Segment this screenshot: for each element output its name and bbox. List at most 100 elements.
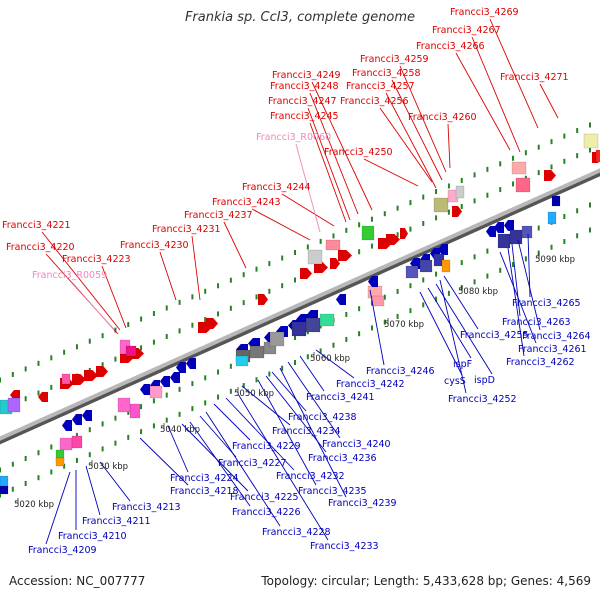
leader-line xyxy=(271,371,307,412)
guide-dot xyxy=(486,192,489,198)
leader-line xyxy=(99,461,131,502)
guide-dot xyxy=(345,227,348,233)
leader-line xyxy=(399,65,447,173)
gene-block-green xyxy=(361,225,375,241)
guide-dot xyxy=(499,187,502,193)
guide-dot xyxy=(563,158,566,164)
leader-line xyxy=(251,208,311,241)
gene-label-bottom: Francci3_4225 xyxy=(230,492,299,503)
tick-label: 5050 kbp xyxy=(234,389,274,399)
gene-arrow-minus xyxy=(10,390,20,400)
gene-arrow-plus xyxy=(96,366,108,377)
guide-dot xyxy=(358,306,361,312)
guide-dot xyxy=(435,296,438,302)
guide-dot xyxy=(152,423,155,429)
guide-dot xyxy=(88,452,91,458)
guide-dot xyxy=(242,272,245,278)
guide-dot xyxy=(435,215,438,221)
gene-arrow-minus xyxy=(170,372,180,383)
gene-label-top: Francci3_4259 xyxy=(360,54,429,65)
leader-line xyxy=(517,239,541,331)
guide-dot xyxy=(191,322,194,328)
page-title: Frankia sp. CcI3, complete genome xyxy=(184,10,416,25)
gene-block xyxy=(149,385,163,399)
guide-dot xyxy=(281,283,284,289)
tick-label: 5090 kbp xyxy=(535,255,575,265)
gene-block xyxy=(235,355,249,367)
gene-label-bottom: Francci3_4229 xyxy=(232,441,301,452)
guide-dot xyxy=(576,153,579,159)
leader-line xyxy=(199,415,237,458)
gene-label-bottom: Francci3_4235 xyxy=(298,486,367,497)
leader-line xyxy=(489,18,539,129)
gene-arrow-plus xyxy=(400,228,408,239)
gene-label-top: Francci3_4220 xyxy=(6,242,75,253)
gene-arrow-minus xyxy=(62,420,72,431)
guide-dot xyxy=(358,331,361,337)
leader-line xyxy=(287,361,341,439)
tick-label: 5080 kbp xyxy=(458,287,498,297)
guide-dot xyxy=(537,225,540,231)
guide-dot xyxy=(396,205,399,211)
guide-dot xyxy=(268,261,271,267)
gene-arrow-plus xyxy=(338,250,352,261)
leader-line xyxy=(363,158,419,187)
guide-dot xyxy=(63,349,66,355)
scale-ticks: 5020 kbp 5030 kbp 5040 kbp 5050 kbp 5060 kbp… xyxy=(14,253,575,510)
guide-dot xyxy=(37,450,40,456)
guide-dot xyxy=(370,243,373,249)
gene-label-bottom: Francci3_4227 xyxy=(218,458,287,469)
guide-dot xyxy=(204,400,207,406)
gene-label-top: Francci3_4221 xyxy=(2,220,71,231)
guide-dot xyxy=(178,299,181,305)
leader-line xyxy=(281,193,335,227)
guide-dot xyxy=(563,214,566,220)
gene-label-bottom: Francci3_4263 xyxy=(502,317,571,328)
gene-label-top: Francci3_4231 xyxy=(152,224,221,235)
gene-label-bottom: Francci3_4211 xyxy=(82,516,151,527)
gene-arrow-plus xyxy=(300,268,312,279)
guide-dot xyxy=(191,406,194,412)
guide-dot xyxy=(152,398,155,404)
guide-dot xyxy=(50,469,53,475)
guide-dot xyxy=(550,244,553,250)
leader-line xyxy=(307,107,351,221)
tick-label: 5070 kbp xyxy=(384,320,424,330)
guide-dot xyxy=(11,486,14,492)
guide-dot xyxy=(114,415,117,421)
guide-dot xyxy=(306,354,309,360)
gene-arrow-minus xyxy=(38,392,48,402)
gene-block xyxy=(129,403,141,419)
gene-block xyxy=(497,233,511,249)
leader-line xyxy=(295,143,321,233)
guide-dot xyxy=(140,429,143,435)
gene-label-top: Francci3_4267 xyxy=(432,25,501,36)
guide-dot xyxy=(268,288,271,294)
leader-line xyxy=(45,471,71,545)
gene-label-bottom: Francci3_4213 xyxy=(112,502,181,513)
gene-label-bottom: Francci3_4264 xyxy=(522,331,591,342)
leader-line xyxy=(101,265,127,329)
guide-dot xyxy=(409,283,412,289)
gene-arrow-minus xyxy=(160,376,170,387)
accession-label: Accession: NC_007777 xyxy=(9,574,146,588)
guide-dot xyxy=(24,396,27,402)
guide-dot xyxy=(242,300,245,306)
gene-block xyxy=(291,321,307,337)
guide-dot xyxy=(294,360,296,365)
guide-dot xyxy=(37,390,40,396)
gene-label-top: Francci3_4271 xyxy=(500,72,569,83)
leader-line xyxy=(539,83,559,119)
guide-dot xyxy=(499,267,502,273)
gene-label-bottom: Francci3_4233 xyxy=(310,541,379,552)
gene-arrow-plus xyxy=(258,294,268,305)
gene-block xyxy=(441,259,451,273)
gene-arrow-plus xyxy=(386,234,400,245)
gene-arrow-plus xyxy=(84,370,98,381)
guide-dot xyxy=(255,377,258,383)
gene-block-grey xyxy=(307,249,323,265)
guide-dot xyxy=(370,325,373,331)
leader-line xyxy=(527,233,531,298)
guide-dot xyxy=(396,288,399,294)
